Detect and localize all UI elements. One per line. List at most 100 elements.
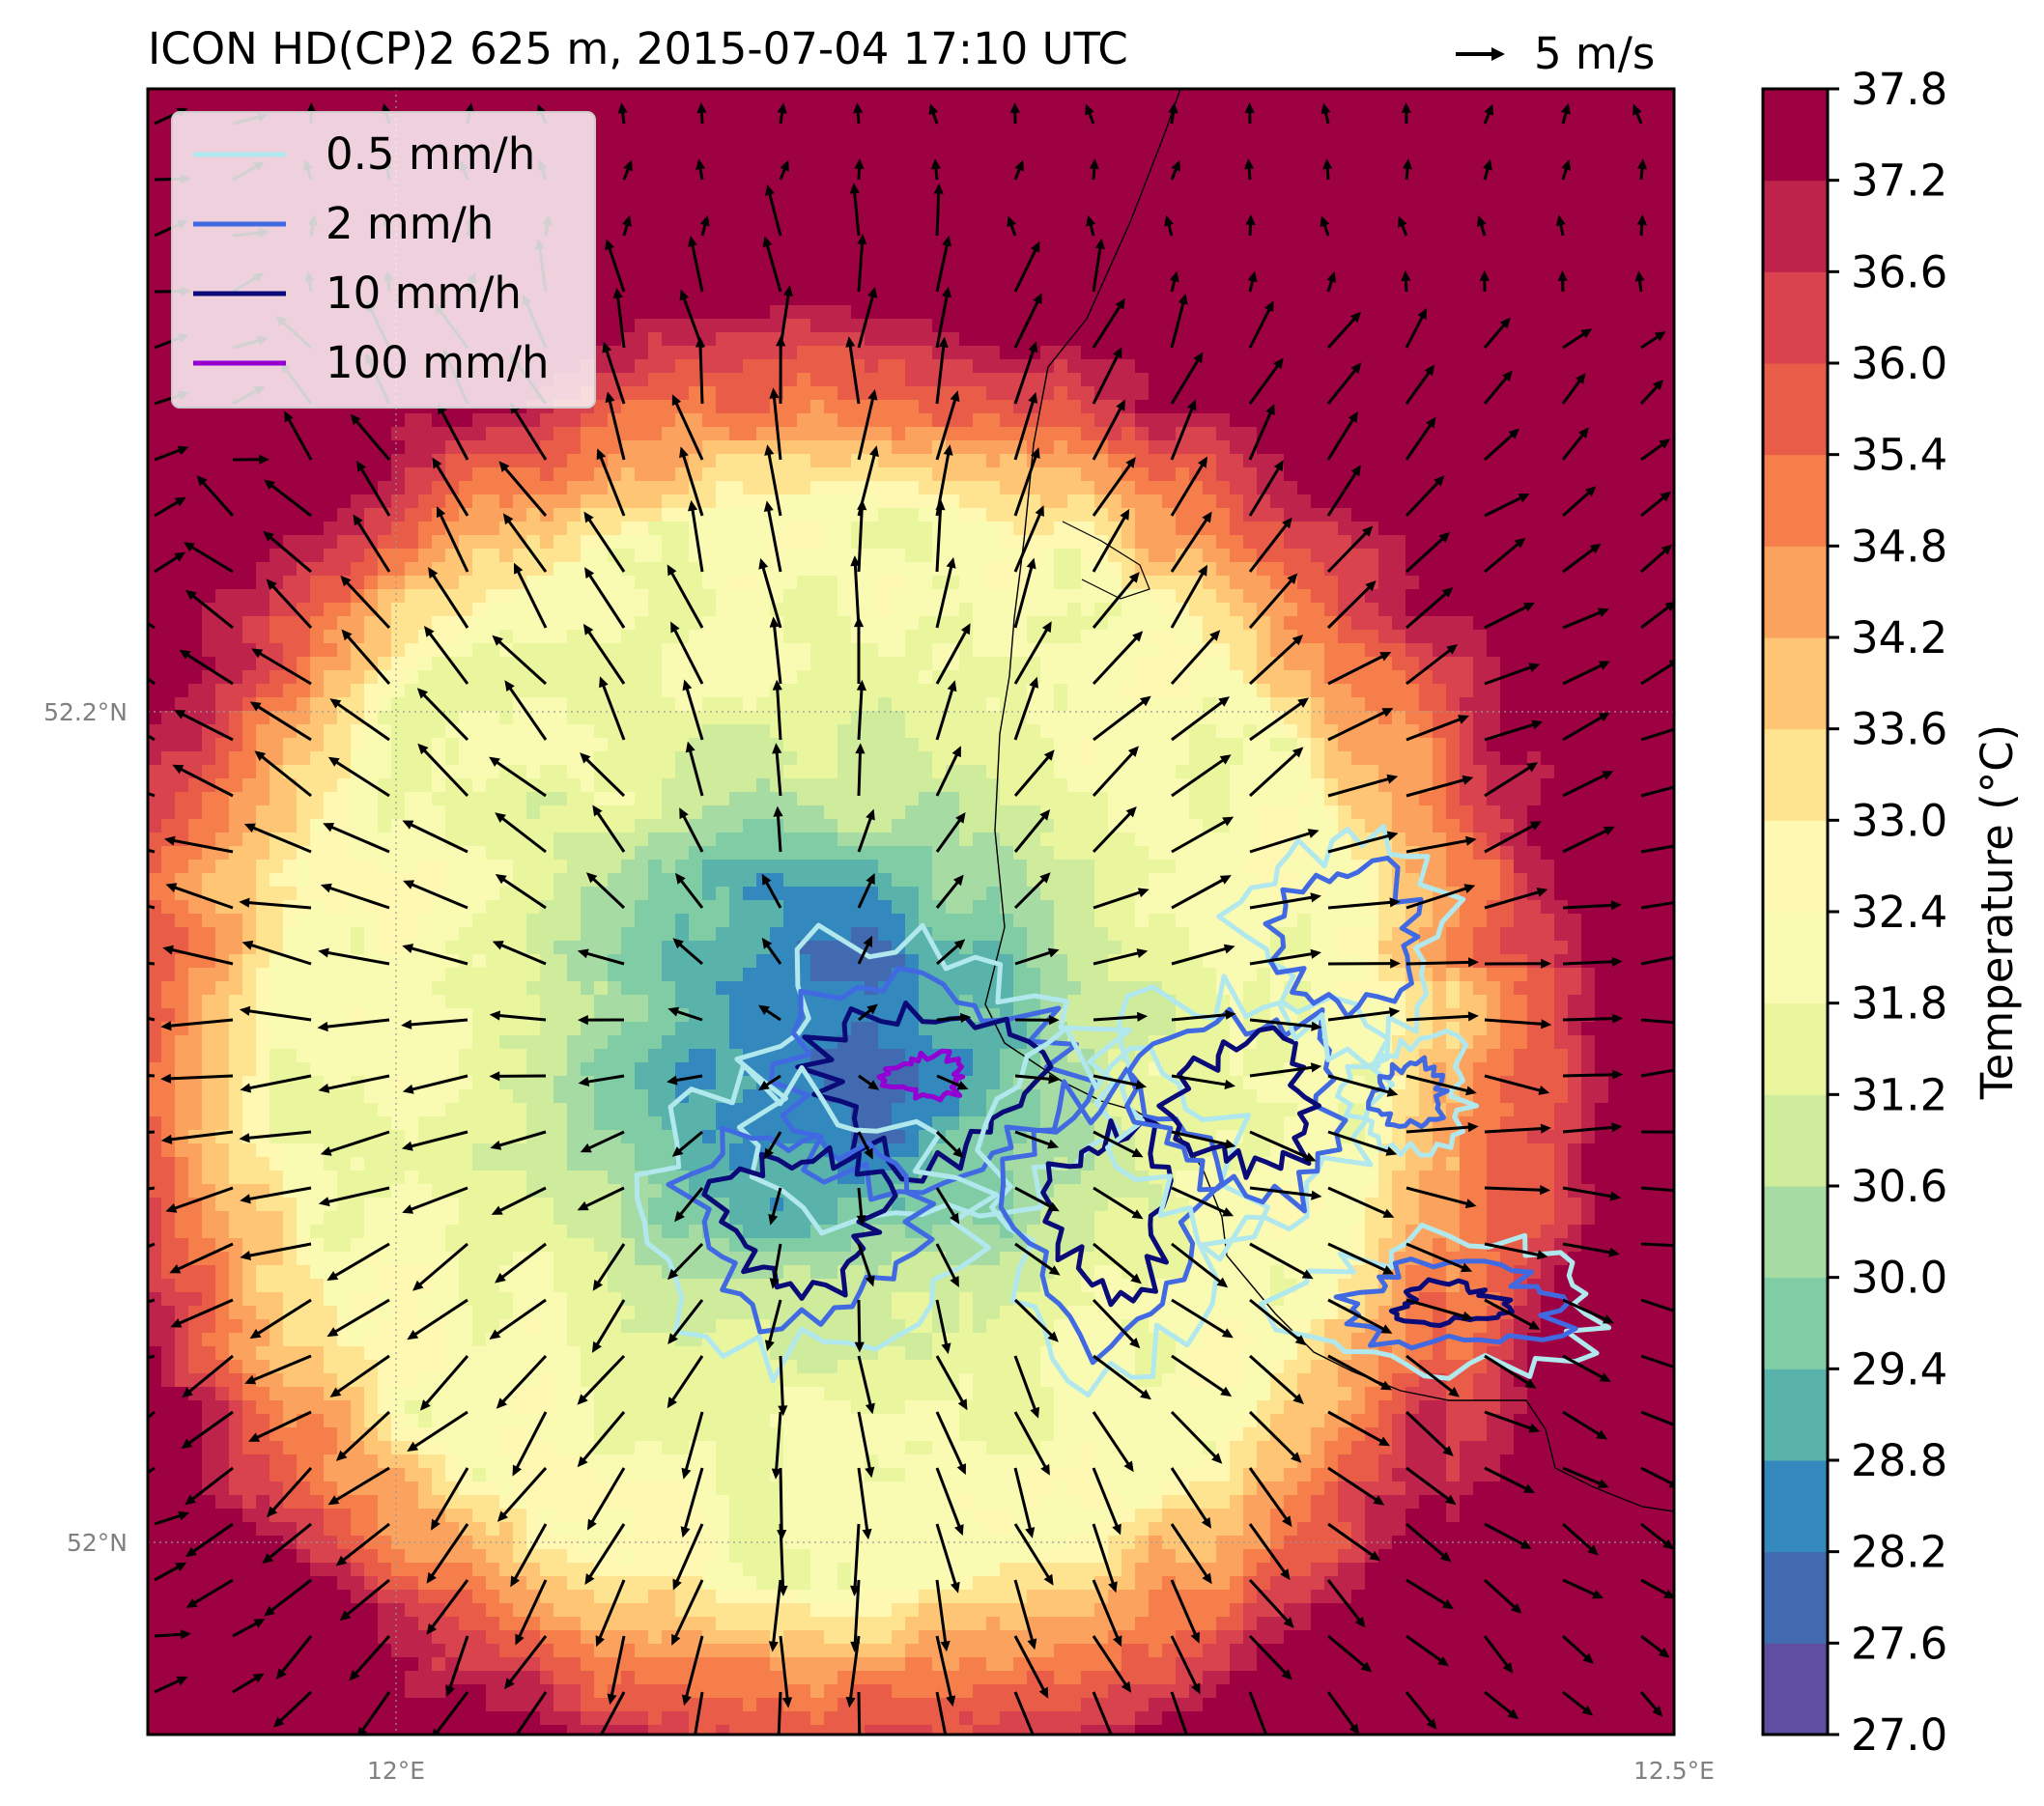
wind-arrow [1405, 775, 1474, 798]
wind-arrow [935, 1130, 964, 1159]
wind-arrow [1093, 948, 1149, 966]
wind-arrow [1249, 892, 1321, 910]
wind-arrow [1326, 525, 1374, 574]
wind-arrow [489, 756, 547, 798]
wind-arrow [320, 1130, 390, 1156]
wind-arrow [578, 1074, 625, 1086]
wind-arrow [1405, 364, 1435, 405]
colorbar-tick-label: 33.0 [1851, 795, 1947, 846]
wind-arrow [419, 1355, 469, 1411]
colorbar-tick-label: 34.8 [1851, 521, 1947, 572]
colorbar-tick-label: 31.8 [1851, 978, 1947, 1030]
wind-arrow [1405, 1122, 1479, 1134]
wind-arrow [148, 904, 156, 910]
legend-entry: 2 mm/h [193, 198, 494, 249]
wind-arrow [148, 848, 156, 854]
wind-arrow [1093, 1130, 1144, 1158]
precip-contour-2 [1366, 1055, 1450, 1130]
wind-arrow [854, 158, 865, 181]
wind-arrow [1640, 1068, 1674, 1078]
wind-arrow [757, 1074, 781, 1091]
wind-arrow [1171, 1298, 1234, 1339]
wind-arrow [1636, 158, 1648, 181]
wind-arrow [1326, 411, 1358, 461]
wind-arrow [1248, 300, 1274, 349]
wind-arrow [243, 823, 312, 854]
wind-arrow [585, 872, 626, 910]
wind-arrow [498, 461, 548, 517]
colorbar-level [1763, 89, 1828, 182]
wind-arrow [1405, 1578, 1454, 1610]
wind-arrow [696, 102, 707, 125]
wind-arrow [936, 939, 966, 966]
wind-arrow [1327, 1634, 1373, 1673]
wind-arrow [622, 159, 633, 181]
wind-arrow [671, 394, 704, 461]
wind-arrow [240, 1242, 312, 1261]
colorbar-level [1763, 1643, 1828, 1735]
wind-arrow [1249, 1298, 1307, 1346]
wind-arrow [1248, 1578, 1294, 1628]
wind-arrow [1093, 695, 1151, 742]
wind-arrow [1327, 1186, 1395, 1218]
wind-arrow [239, 1130, 312, 1143]
colorbar-level [1763, 1551, 1828, 1644]
wind-arrow [577, 1186, 625, 1211]
wind-arrow [1562, 543, 1602, 574]
wind-arrow [323, 823, 390, 854]
wind-arrow [1562, 661, 1610, 686]
wind-arrow [1484, 720, 1544, 742]
wind-arrow [935, 1579, 951, 1652]
wind-arrow [769, 387, 782, 461]
wind-arrow [1013, 749, 1055, 797]
wind-arrow [1639, 380, 1664, 406]
wind-arrow [772, 743, 782, 797]
precip-contour-2 [1124, 1006, 1348, 1214]
wind-arrow [935, 874, 964, 909]
wind-arrow [622, 214, 632, 237]
wind-arrow [1405, 587, 1454, 630]
wind-arrow [402, 1186, 468, 1214]
wind-arrow [1249, 1062, 1322, 1078]
wind-arrow [935, 1635, 956, 1707]
wind-arrow [1640, 901, 1674, 910]
wind-arrow [1248, 747, 1304, 798]
wind-arrow [1483, 1635, 1514, 1674]
wind-arrow [512, 1411, 548, 1477]
wind-arrow [1483, 428, 1520, 462]
wind-arrow [1640, 727, 1674, 742]
wind-arrow [1484, 1123, 1551, 1134]
wind-arrow [1640, 331, 1666, 350]
wind-arrow [432, 457, 469, 517]
wind-arrow [1484, 537, 1526, 574]
wind-arrow [262, 1522, 312, 1565]
wind-arrow [163, 835, 234, 854]
wind-arrow [1014, 947, 1060, 966]
wind-arrow [1484, 762, 1539, 798]
colorbar-level [1763, 1186, 1828, 1279]
wind-arrow [1014, 1074, 1060, 1085]
x-tick-label: 12°E [367, 1757, 425, 1785]
wind-arrow [672, 938, 703, 966]
wind-arrow [249, 701, 312, 742]
wind-arrow [758, 1004, 781, 1022]
wind-arrow [1326, 1691, 1360, 1735]
wind-arrow [1013, 621, 1052, 685]
wind-arrow [357, 1691, 391, 1735]
wind-arrow [1171, 1009, 1236, 1022]
quiver-key-label: 5 m/s [1534, 28, 1655, 79]
colorbar-tick-label: 36.6 [1851, 246, 1947, 297]
wind-arrow [1640, 1130, 1674, 1134]
wind-arrow [845, 336, 861, 405]
wind-arrow [667, 1299, 704, 1344]
wind-arrow [1562, 1522, 1599, 1556]
wind-arrow [510, 1523, 548, 1588]
chart-title: ICON HD(CP)2 625 m, 2015-07-04 17:10 UTC [148, 23, 1128, 74]
wind-arrow [1092, 1523, 1118, 1594]
wind-arrow [1640, 438, 1671, 462]
wind-arrow [431, 1467, 469, 1531]
wind-arrow [329, 698, 390, 742]
wind-arrow [1092, 1635, 1132, 1693]
wind-arrow [1014, 1242, 1061, 1276]
precip-contour-100 [876, 1048, 966, 1103]
